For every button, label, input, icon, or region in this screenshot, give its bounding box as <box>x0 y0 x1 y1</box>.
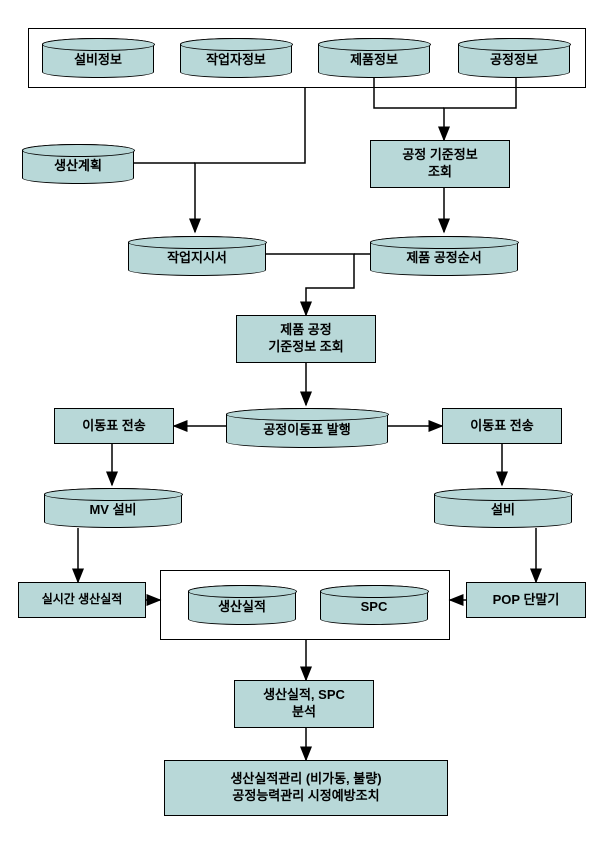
node-n1: 설비정보 <box>42 38 154 78</box>
node-label: SPC <box>361 595 388 616</box>
node-n14: 설비 <box>434 488 572 528</box>
node-label: 이동표 전송 <box>470 418 533 435</box>
node-label: 실시간 생산실적 <box>42 592 123 608</box>
node-label: 이동표 전송 <box>82 418 145 435</box>
node-label: 공정 기준정보 조회 <box>402 147 477 181</box>
connector <box>195 88 305 232</box>
node-n4: 공정정보 <box>458 38 570 78</box>
node-label: 생산실적, SPC 분석 <box>263 687 345 721</box>
node-n8: 제품 공정순서 <box>370 236 518 276</box>
node-label: 생산실적 <box>218 595 266 616</box>
node-label: 작업지시서 <box>167 246 227 267</box>
node-n6: 공정 기준정보 조회 <box>370 140 510 188</box>
node-n13: MV 설비 <box>44 488 182 528</box>
node-n15: 실시간 생산실적 <box>18 582 146 618</box>
node-n7: 작업지시서 <box>128 236 266 276</box>
node-label: 설비정보 <box>74 48 122 69</box>
node-n10: 이동표 전송 <box>54 408 174 444</box>
node-n19: 생산실적, SPC 분석 <box>234 680 374 728</box>
node-label: 제품 공정순서 <box>406 246 481 267</box>
node-label: MV 설비 <box>89 498 136 519</box>
node-n18: POP 단말기 <box>466 582 586 618</box>
node-n3: 제품정보 <box>318 38 430 78</box>
node-label: 제품정보 <box>350 48 398 69</box>
node-label: 생산실적관리 (비가동, 불량) 공정능력관리 시정예방조치 <box>230 771 381 805</box>
node-n20: 생산실적관리 (비가동, 불량) 공정능력관리 시정예방조치 <box>164 760 448 816</box>
node-label: 공정이동표 발행 <box>263 418 350 439</box>
node-label: 설비 <box>491 498 515 519</box>
node-n11: 공정이동표 발행 <box>226 408 388 448</box>
node-label: 제품 공정 기준정보 조회 <box>268 322 343 356</box>
connector <box>266 254 354 315</box>
node-label: 공정정보 <box>490 48 538 69</box>
node-label: 작업자정보 <box>206 48 266 69</box>
node-n12: 이동표 전송 <box>442 408 562 444</box>
node-label: 생산계획 <box>54 154 102 175</box>
node-n16: 생산실적 <box>188 585 296 625</box>
node-label: POP 단말기 <box>493 592 560 609</box>
node-n5: 생산계획 <box>22 144 134 184</box>
node-n2: 작업자정보 <box>180 38 292 78</box>
node-n9: 제품 공정 기준정보 조회 <box>236 315 376 363</box>
node-n17: SPC <box>320 585 428 625</box>
